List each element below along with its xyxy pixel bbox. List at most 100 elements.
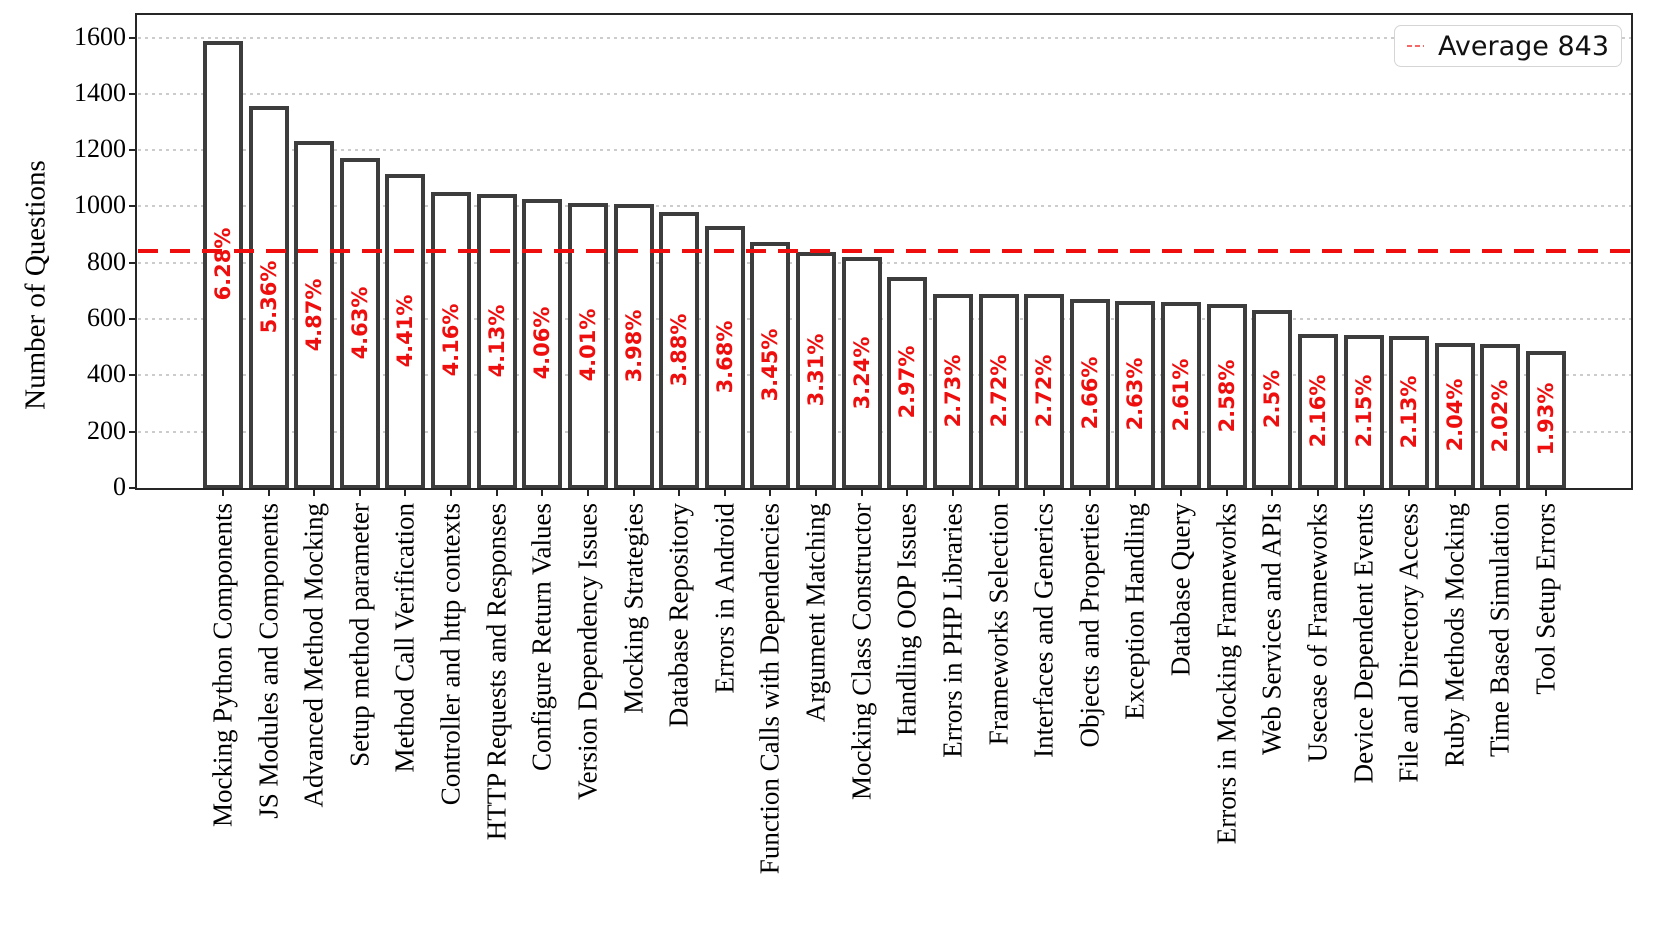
bar-percentage-label: 4.01%	[575, 308, 600, 382]
x-tick	[906, 490, 909, 496]
bar-percentage-label: 4.13%	[484, 304, 509, 378]
x-category-label: Configure Return Values	[526, 503, 557, 771]
bar	[385, 174, 426, 489]
bar-percentage-label: 4.63%	[347, 286, 372, 360]
x-category-label: Mocking Class Constructor	[846, 503, 877, 800]
bar	[1206, 304, 1247, 489]
bar-percentage-label: 2.61%	[1169, 358, 1194, 432]
x-category-label: Objects and Properties	[1074, 503, 1105, 748]
x-category-label: Exception Handling	[1119, 503, 1150, 720]
gridline	[138, 149, 1631, 152]
x-category-label: Frameworks Selection	[983, 503, 1014, 746]
x-tick	[1453, 490, 1456, 496]
x-tick	[267, 490, 270, 496]
bar	[1115, 300, 1156, 489]
y-tick-label: 1600	[74, 21, 126, 51]
bar	[704, 225, 745, 489]
bar-percentage-label: 2.02%	[1488, 379, 1513, 453]
x-category-label: Argument Matching	[800, 503, 831, 723]
bar-percentage-label: 3.68%	[712, 320, 737, 394]
bar	[294, 141, 335, 489]
bar	[1480, 344, 1521, 489]
bar-percentage-label: 4.87%	[302, 278, 327, 351]
x-category-label: File and Directory Access	[1393, 503, 1424, 783]
legend-label: Average 843	[1438, 30, 1609, 62]
x-category-label: Controller and http contexts	[435, 503, 466, 806]
bar-percentage-label: 5.36%	[256, 260, 281, 334]
y-tick-label: 1200	[74, 133, 126, 163]
y-tick-label: 800	[87, 246, 126, 276]
x-tick	[951, 490, 954, 496]
bar-percentage-label: 1.93%	[1534, 382, 1558, 456]
bar-percentage-label: 4.06%	[530, 306, 555, 380]
x-tick	[1180, 490, 1183, 496]
x-tick	[815, 490, 818, 496]
y-tick	[129, 318, 135, 321]
x-category-label: Time Based Simulation	[1484, 503, 1515, 758]
bar-percentage-label: 2.97%	[895, 345, 920, 419]
gridline	[138, 374, 1631, 377]
bar-percentage-label: 2.5%	[1260, 369, 1285, 429]
x-tick	[1134, 490, 1137, 496]
x-category-label: Usecase of Frameworks	[1302, 503, 1333, 763]
bar-percentage-label: 3.98%	[621, 309, 646, 383]
x-category-label: Setup method parameter	[344, 503, 375, 767]
bar-percentage-label: 2.58%	[1214, 359, 1239, 433]
bar-percentage-label: 3.24%	[849, 336, 874, 410]
x-tick	[541, 490, 544, 496]
x-tick	[404, 490, 407, 496]
bar	[1252, 310, 1293, 489]
gridline	[138, 36, 1631, 39]
x-category-label: Errors in Android	[709, 503, 740, 694]
x-tick	[1545, 490, 1547, 496]
y-tick	[129, 261, 135, 264]
bar	[1434, 342, 1475, 489]
bar	[248, 106, 289, 489]
x-tick	[860, 490, 863, 496]
x-category-label: Mocking Python Components	[207, 503, 238, 828]
x-tick	[1225, 490, 1228, 496]
y-tick-label: 1000	[74, 190, 126, 220]
bar	[796, 252, 837, 489]
gridline	[138, 205, 1631, 208]
bar	[203, 40, 243, 489]
y-tick	[129, 487, 135, 489]
bar-percentage-label: 2.04%	[1442, 378, 1467, 452]
x-category-label: Function Calls with Dependencies	[754, 503, 785, 875]
bar-percentage-label: 2.66%	[1077, 356, 1102, 430]
bar-percentage-label: 2.63%	[1123, 357, 1148, 431]
x-category-label: Errors in PHP Libraries	[937, 503, 968, 758]
gridline	[138, 92, 1631, 95]
y-tick-label: 200	[87, 415, 126, 445]
bar	[1069, 298, 1110, 489]
x-category-label: JS Modules and Components	[253, 503, 284, 819]
x-category-label: Method Call Verification	[389, 503, 420, 773]
x-tick	[1499, 490, 1502, 496]
bar	[659, 211, 700, 489]
x-tick	[1088, 490, 1091, 496]
x-category-label: Handling OOP Issues	[891, 503, 922, 736]
x-tick	[678, 490, 681, 496]
bar	[1161, 302, 1202, 489]
x-tick	[632, 490, 635, 496]
y-tick	[129, 149, 135, 152]
bar	[1389, 336, 1430, 489]
x-category-label: Ruby Methods Mocking	[1439, 503, 1470, 768]
x-tick	[1271, 490, 1274, 496]
y-tick	[129, 374, 135, 377]
bar	[431, 191, 472, 489]
bar-percentage-label: 2.73%	[940, 354, 965, 428]
y-tick	[129, 430, 135, 433]
bar	[522, 198, 563, 489]
legend-dashed-line-icon	[1407, 45, 1424, 47]
y-tick-label: 1400	[74, 77, 126, 107]
x-tick	[586, 490, 589, 496]
bar	[932, 293, 973, 489]
bar-percentage-label: 3.45%	[758, 328, 783, 402]
bar	[476, 193, 517, 489]
average-line	[138, 248, 1631, 253]
bar	[1024, 294, 1065, 489]
bar	[339, 158, 380, 489]
y-tick	[129, 205, 135, 208]
